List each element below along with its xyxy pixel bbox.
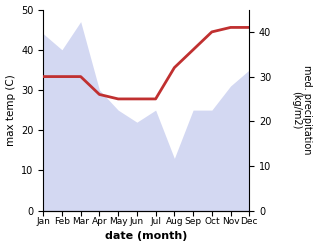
Y-axis label: med. precipitation
(kg/m2): med. precipitation (kg/m2)	[291, 65, 313, 155]
X-axis label: date (month): date (month)	[105, 231, 187, 242]
Y-axis label: max temp (C): max temp (C)	[5, 74, 16, 146]
